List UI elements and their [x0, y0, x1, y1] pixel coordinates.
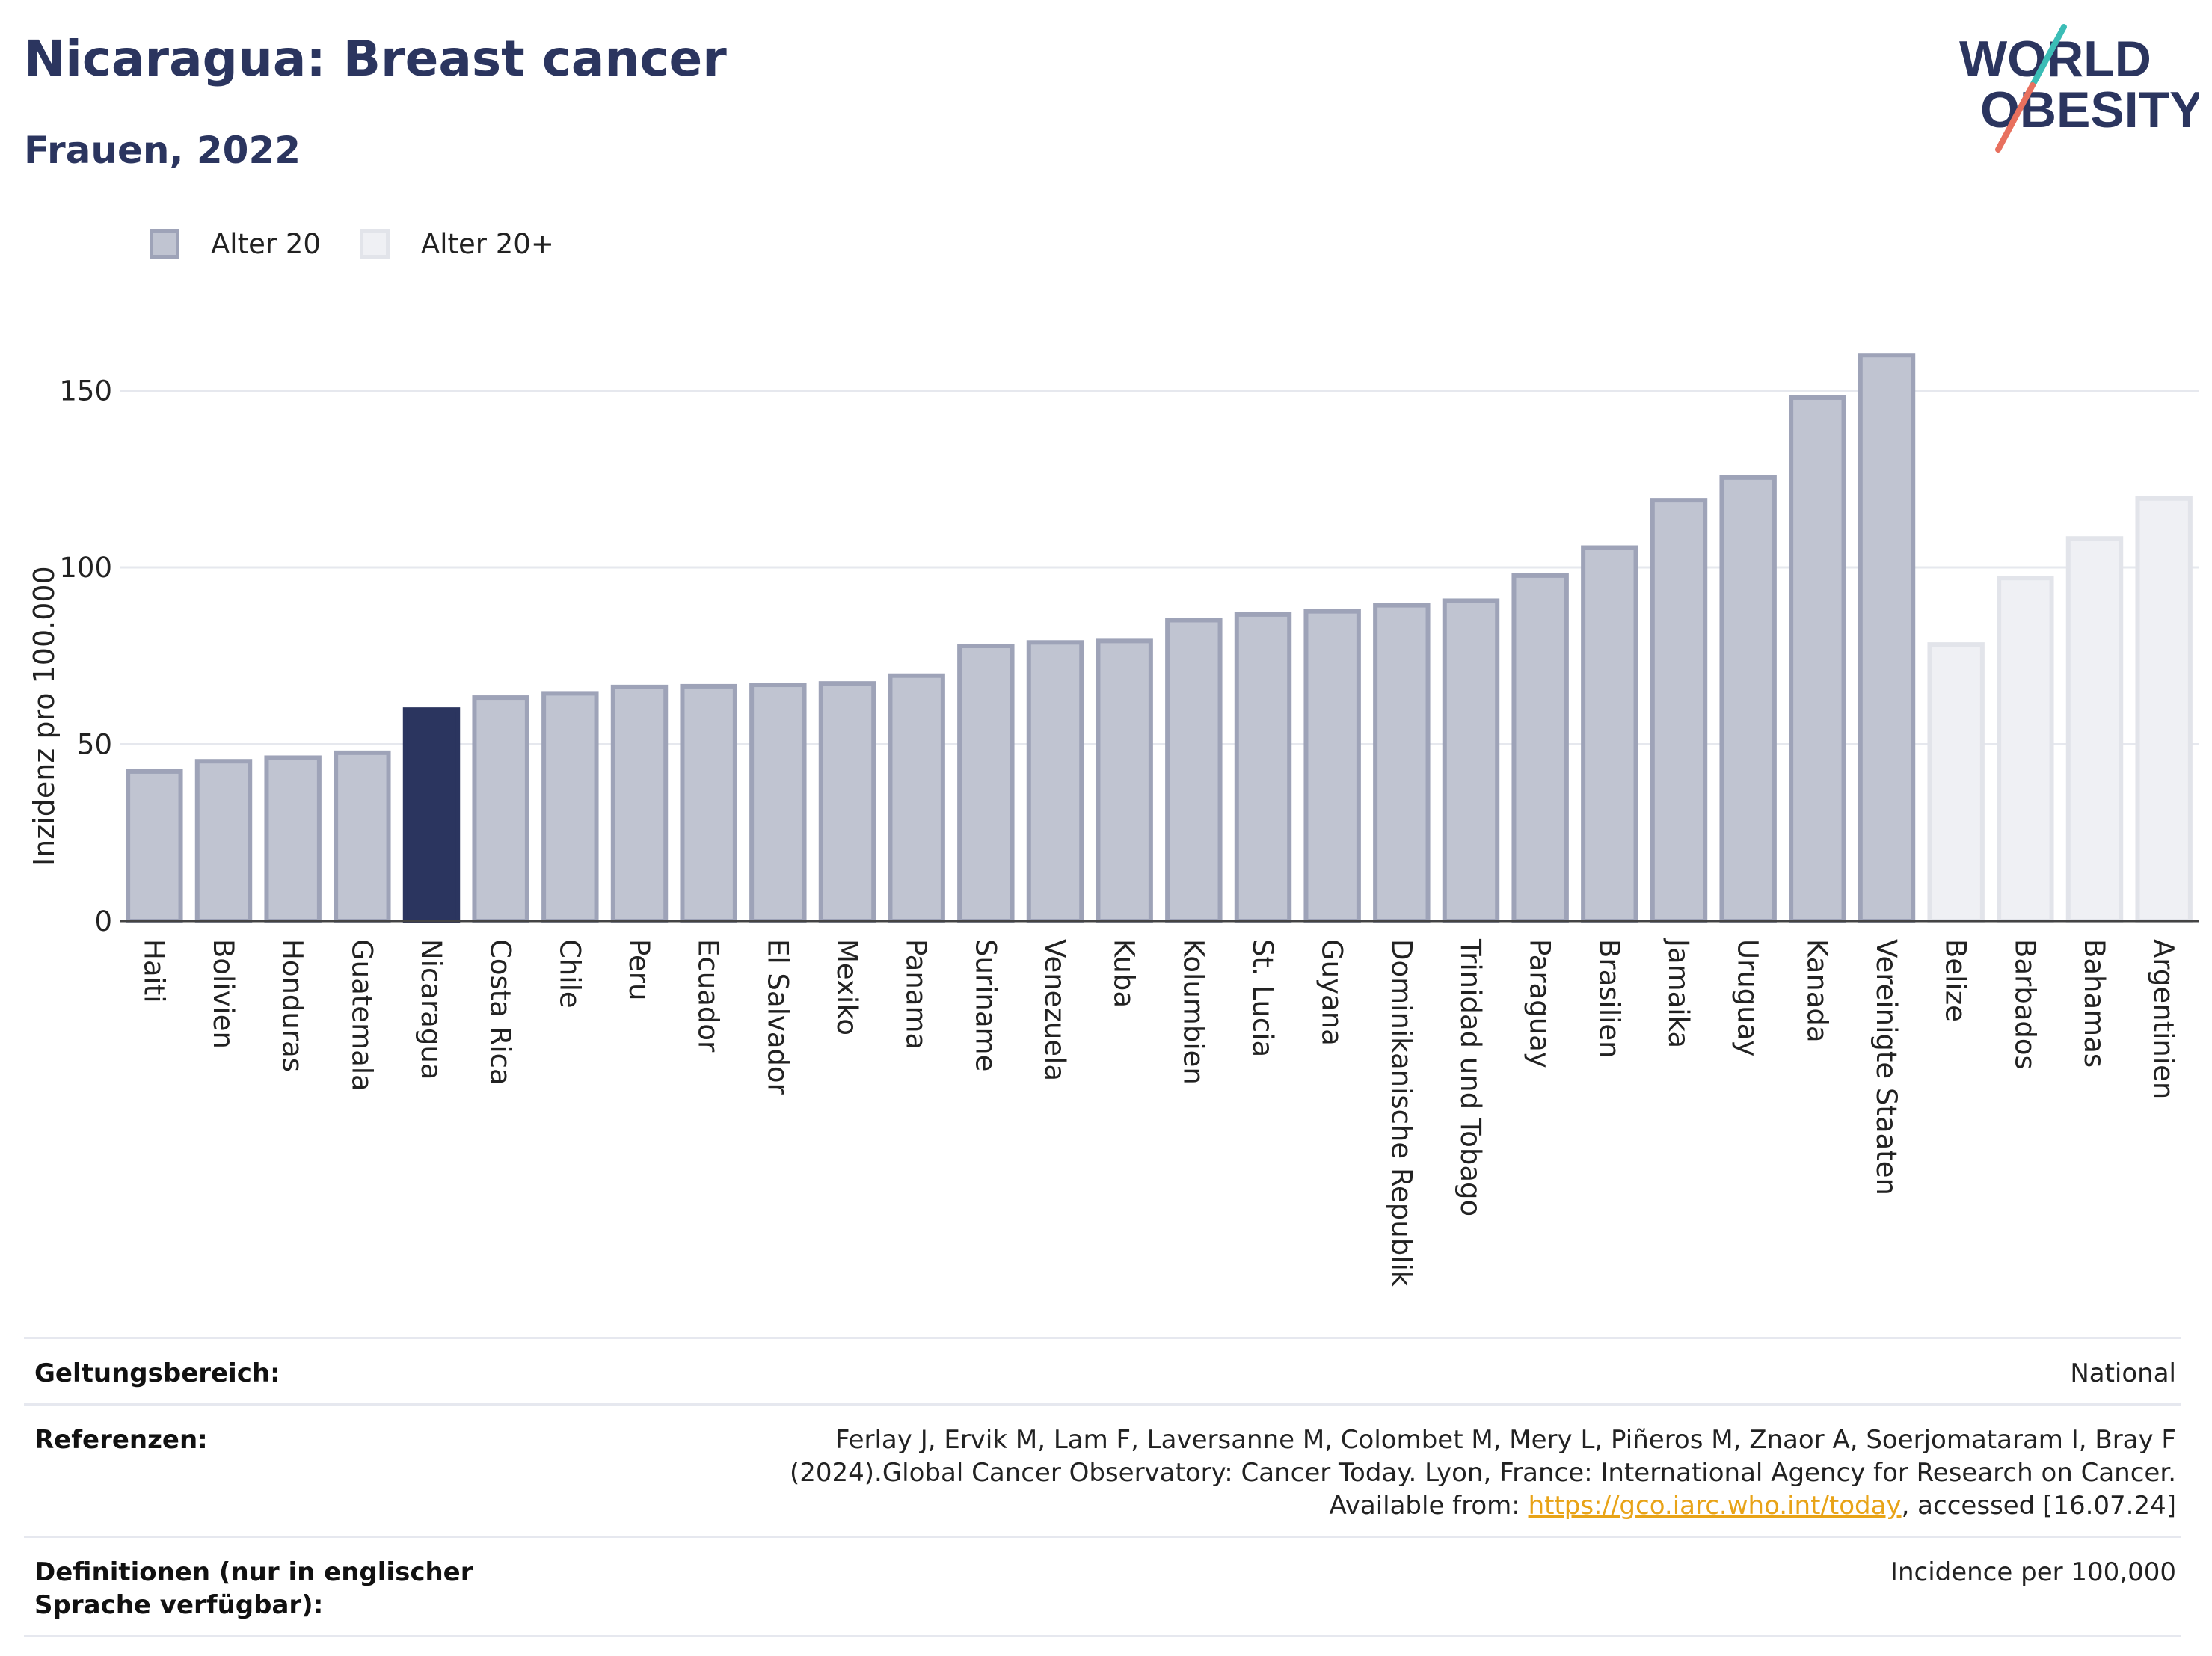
info-val-definitions: Incidence per 100,000: [1890, 1557, 2176, 1587]
x-tick-label: Costa Rica: [485, 939, 517, 1086]
bar-belize[interactable]: [1927, 642, 1985, 923]
bar-costa-rica[interactable]: [472, 695, 529, 924]
bar-uruguay[interactable]: [1719, 475, 1777, 924]
y-tick-label: 50: [77, 729, 112, 761]
info-row-scope: Geltungsbereich: National: [24, 1337, 2181, 1403]
y-axis-ticks: 0 50 100 150: [59, 375, 112, 938]
y-tick-label: 100: [59, 552, 112, 584]
bar-panama[interactable]: [888, 673, 945, 923]
x-tick-label: Guyana: [1316, 939, 1348, 1046]
bar-guyana[interactable]: [1303, 609, 1361, 923]
x-tick-label: Honduras: [277, 939, 309, 1072]
x-tick-label: Jamaika: [1662, 938, 1695, 1048]
chart-grid: [120, 390, 2199, 745]
bar-kolumbien[interactable]: [1165, 618, 1223, 923]
info-val-references: Ferlay J, Ervik M, Lam F, Laversanne M, …: [681, 1423, 2181, 1522]
x-tick-label: Nicaragua: [415, 939, 447, 1080]
bar-nicaragua[interactable]: [402, 707, 461, 923]
chart-legend: Alter 20 Alter 20+: [150, 223, 593, 265]
bar-barbados[interactable]: [1997, 576, 2054, 923]
x-tick-label: Brasilien: [1593, 939, 1625, 1059]
bar-brasilien[interactable]: [1581, 545, 1638, 923]
y-tick-label: 150: [59, 375, 112, 407]
bar-argentinien[interactable]: [2135, 496, 2193, 923]
x-tick-label: Uruguay: [1732, 939, 1764, 1056]
bar-ecuador[interactable]: [680, 683, 737, 923]
x-tick-label: St. Lucia: [1247, 939, 1279, 1057]
bar-peru[interactable]: [610, 684, 669, 924]
info-table: Geltungsbereich: National Referenzen: Fe…: [24, 1337, 2181, 1637]
bar-chart: 0 50 100 150 Inzidenz pro 100.000 Haiti Boli…: [28, 353, 2199, 1287]
x-tick-label: El Salvador: [761, 939, 793, 1095]
bar-venezuela[interactable]: [1026, 640, 1084, 923]
slash-logo-icon: [1995, 24, 2067, 153]
bar-kuba[interactable]: [1096, 638, 1153, 923]
x-tick-label: Venezuela: [1039, 939, 1071, 1081]
bar-chile[interactable]: [541, 691, 599, 923]
x-tick-label: Vereinigte Staaten: [1870, 939, 1902, 1195]
bar-bolivien[interactable]: [194, 759, 253, 923]
info-key-scope: Geltungsbereich:: [34, 1358, 280, 1388]
legend-item-alter20[interactable]: Alter 20: [150, 228, 321, 260]
reference-accessed: , accessed [16.07.24]: [1901, 1491, 2176, 1521]
bar-suriname[interactable]: [957, 644, 1015, 923]
bar-paraguay[interactable]: [1511, 573, 1569, 923]
bar-el-salvador[interactable]: [749, 683, 807, 923]
x-tick-label: Mexiko: [831, 939, 863, 1035]
x-tick-label: Panama: [900, 939, 933, 1050]
x-tick-label: Suriname: [969, 939, 1001, 1071]
x-tick-label: Chile: [553, 939, 586, 1009]
bar-jamaika[interactable]: [1650, 498, 1708, 923]
bar-kanada[interactable]: [1789, 395, 1846, 923]
x-tick-label: Bahamas: [2078, 939, 2110, 1068]
info-row-references: Referenzen: Ferlay J, Ervik M, Lam F, La…: [24, 1403, 2181, 1536]
x-tick-label: Kuba: [1108, 939, 1140, 1008]
info-key-references: Referenzen:: [34, 1425, 208, 1455]
bar-dominikanische-republik[interactable]: [1373, 603, 1431, 923]
x-tick-label: Bolivien: [207, 939, 239, 1049]
bar-guatemala[interactable]: [334, 750, 391, 923]
x-tick-label: Kanada: [1801, 939, 1833, 1043]
y-axis-label: Inzidenz pro 100.000: [28, 566, 61, 866]
x-tick-label: Guatemala: [345, 939, 378, 1092]
world-obesity-logo[interactable]: WORLD OBESITY: [1944, 22, 2199, 157]
x-tick-label: Barbados: [2009, 939, 2041, 1070]
x-tick-label: Peru: [623, 939, 655, 1000]
legend-swatch-alter20plus: [359, 229, 390, 259]
legend-label-alter20plus: Alter 20+: [420, 227, 554, 260]
page-subtitle: Frauen, 2022: [24, 129, 301, 172]
x-tick-label: Kolumbien: [1177, 939, 1209, 1085]
info-row-definitions: Definitionen (nur in englischer Sprache …: [24, 1536, 2181, 1637]
x-tick-label: Trinidad und Tobago: [1454, 938, 1487, 1216]
legend-label-alter20: Alter 20: [211, 227, 321, 260]
reference-link[interactable]: https://gco.iarc.who.int/today: [1528, 1491, 1902, 1521]
bars-group: [126, 353, 2193, 924]
info-key-definitions: Definitionen (nur in englischer Sprache …: [34, 1557, 473, 1620]
bar-honduras[interactable]: [264, 755, 322, 923]
legend-swatch-alter20: [150, 229, 179, 259]
x-tick-label: Argentinien: [2148, 939, 2180, 1099]
x-tick-label: Belize: [1940, 939, 1972, 1022]
x-tick-label: Dominikanische Republik: [1385, 939, 1417, 1287]
bar-haiti[interactable]: [126, 769, 183, 924]
info-val-scope: National: [2070, 1358, 2176, 1388]
page-title: Nicaragua: Breast cancer: [24, 30, 727, 87]
x-tick-label: Paraguay: [1524, 939, 1556, 1068]
bar-vereinigte-staaten[interactable]: [1858, 353, 1916, 923]
logo-line2: OBESITY: [1980, 81, 2199, 138]
reference-text: Ferlay J, Ervik M, Lam F, Laversanne M, …: [789, 1425, 2176, 1521]
bar-mexiko[interactable]: [818, 681, 876, 923]
y-tick-label: 0: [94, 905, 112, 938]
x-axis-labels: Haiti Bolivien Honduras Guatemala Nicaragua C…: [138, 938, 2179, 1287]
x-tick-label: Ecuador: [692, 939, 725, 1053]
legend-item-alter20plus[interactable]: Alter 20+: [359, 227, 554, 260]
bar-trinidad-und-tobago[interactable]: [1442, 598, 1500, 923]
bar-st-lucia[interactable]: [1234, 612, 1292, 923]
x-tick-label: Haiti: [138, 939, 170, 1003]
bar-bahamas[interactable]: [2065, 536, 2124, 923]
